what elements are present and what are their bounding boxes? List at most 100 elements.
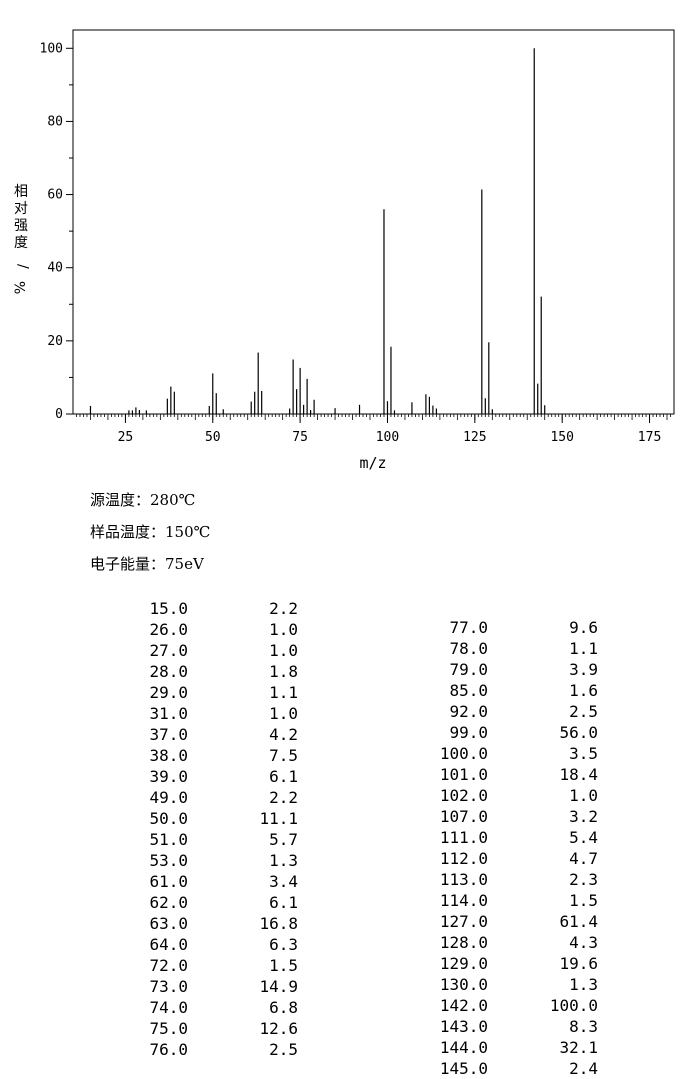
table-row: 39.0 6.1: [128, 766, 298, 787]
abundance-value: 3.5: [569, 744, 598, 763]
table-row: 49.0 2.2: [128, 787, 298, 808]
abundance-value: 12.6: [259, 1019, 298, 1038]
mz-value: 49.0: [149, 788, 188, 807]
abundance-value: 1.0: [269, 641, 298, 660]
mz-value: 61.0: [149, 872, 188, 891]
peak-bars: [89, 48, 546, 414]
abundance-value: 6.8: [269, 998, 298, 1017]
mz-value: 107.0: [439, 807, 488, 826]
table-row: 74.0 6.8: [128, 997, 298, 1018]
abundance-value: 61.4: [559, 912, 598, 931]
table-row: 101.0 18.4: [428, 764, 598, 785]
mz-value: 112.0: [439, 849, 488, 868]
table-row: 73.0 14.9: [128, 976, 298, 997]
abundance-value: 56.0: [559, 723, 598, 742]
y-tick-label: 60: [47, 188, 63, 203]
x-tick-label: 75: [292, 430, 308, 445]
mz-value: 53.0: [149, 851, 188, 870]
table-row: 100.0 3.5: [428, 743, 598, 764]
mz-value: 114.0: [439, 891, 488, 910]
table-row: 37.0 4.2: [128, 724, 298, 745]
abundance-value: 32.1: [559, 1038, 598, 1057]
table-row: 102.0 1.0: [428, 785, 598, 806]
abundance-value: 1.0: [569, 786, 598, 805]
table-row: 63.0 16.8: [128, 913, 298, 934]
mz-value: 128.0: [439, 933, 488, 952]
abundance-value: 14.9: [259, 977, 298, 996]
mz-value: 37.0: [149, 725, 188, 744]
mz-value: 76.0: [149, 1040, 188, 1059]
abundance-value: 1.6: [569, 681, 598, 700]
table-row: 64.0 6.3: [128, 934, 298, 955]
abundance-value: 6.3: [269, 935, 298, 954]
x-axis-ticks: 25 50 75 100 125 150 175: [118, 414, 661, 445]
mz-value: 99.0: [449, 723, 488, 742]
abundance-value: 3.9: [569, 660, 598, 679]
abundance-value: 8.3: [569, 1017, 598, 1036]
x-tick-label: 125: [463, 430, 486, 445]
abundance-value: 6.1: [269, 767, 298, 786]
table-row: 75.0 12.6: [128, 1018, 298, 1039]
x-tick-label: 150: [550, 430, 573, 445]
y-axis-title-char: 相: [14, 184, 28, 200]
abundance-value: 1.5: [569, 891, 598, 910]
mz-value: 28.0: [149, 662, 188, 681]
table-row: 112.0 4.7: [428, 848, 598, 869]
abundance-value: 1.0: [269, 620, 298, 639]
mz-value: 85.0: [449, 681, 488, 700]
abundance-value: 1.3: [569, 975, 598, 994]
mz-value: 77.0: [449, 618, 488, 637]
abundance-value: 2.2: [269, 788, 298, 807]
table-row: 53.0 1.3: [128, 850, 298, 871]
table-row: 77.0 9.6: [428, 617, 598, 638]
mz-value: 39.0: [149, 767, 188, 786]
table-row: 76.0 2.5: [128, 1039, 298, 1060]
abundance-value: 5.7: [269, 830, 298, 849]
mz-value: 79.0: [449, 660, 488, 679]
mz-value: 145.0: [439, 1059, 488, 1078]
abundance-value: 1.5: [269, 956, 298, 975]
table-row: 79.0 3.9: [428, 659, 598, 680]
table-row: 114.0 1.5: [428, 890, 598, 911]
table-row: 78.0 1.1: [428, 638, 598, 659]
abundance-value: 1.1: [569, 639, 598, 658]
abundance-value: 4.2: [269, 725, 298, 744]
table-row: 92.0 2.5: [428, 701, 598, 722]
abundance-value: 2.2: [269, 599, 298, 618]
mz-value: 73.0: [149, 977, 188, 996]
table-row: 142.0 100.0: [428, 995, 598, 1016]
mz-value: 101.0: [439, 765, 488, 784]
mz-value: 113.0: [439, 870, 488, 889]
table-row: 27.0 1.0: [128, 640, 298, 661]
abundance-value: 100.0: [549, 996, 598, 1015]
x-axis-title: m/z: [359, 454, 386, 472]
table-row: 15.0 2.2: [128, 598, 298, 619]
mass-spectrum-chart: 25 50 75 100 125 150 175 0 20 40 60 80 100 m/z 相对强度…: [10, 29, 675, 472]
table-row: 62.0 6.1: [128, 892, 298, 913]
mz-value: 129.0: [439, 954, 488, 973]
abundance-value: 9.6: [569, 618, 598, 637]
x-tick-label: 25: [118, 430, 134, 445]
peak-table-left: 15.0 2.2 26.0 1.0 27.0 1.0 28.0 1.8 29.0 1.1 31.0 1…: [128, 598, 298, 1060]
electron-energy: 电子能量：75eV: [90, 555, 204, 573]
table-row: 99.0 56.0: [428, 722, 598, 743]
mz-value: 15.0: [149, 599, 188, 618]
sample-temperature: 样品温度：150℃: [90, 523, 211, 541]
y-axis-title-char: %: [10, 281, 26, 294]
abundance-value: 4.7: [569, 849, 598, 868]
mz-value: 111.0: [439, 828, 488, 847]
table-row: 31.0 1.0: [128, 703, 298, 724]
y-tick-label: 100: [40, 41, 63, 56]
y-axis-title-char: 度: [14, 235, 28, 251]
plot-frame: [72, 29, 675, 415]
table-row: 85.0 1.6: [428, 680, 598, 701]
table-row: 113.0 2.3: [428, 869, 598, 890]
mz-value: 130.0: [439, 975, 488, 994]
mz-value: 144.0: [439, 1038, 488, 1057]
y-axis-title: 相对强度 /%: [10, 184, 30, 294]
x-tick-label: 175: [638, 430, 661, 445]
mz-value: 74.0: [149, 998, 188, 1017]
abundance-value: 1.8: [269, 662, 298, 681]
abundance-value: 19.6: [559, 954, 598, 973]
abundance-value: 2.3: [569, 870, 598, 889]
